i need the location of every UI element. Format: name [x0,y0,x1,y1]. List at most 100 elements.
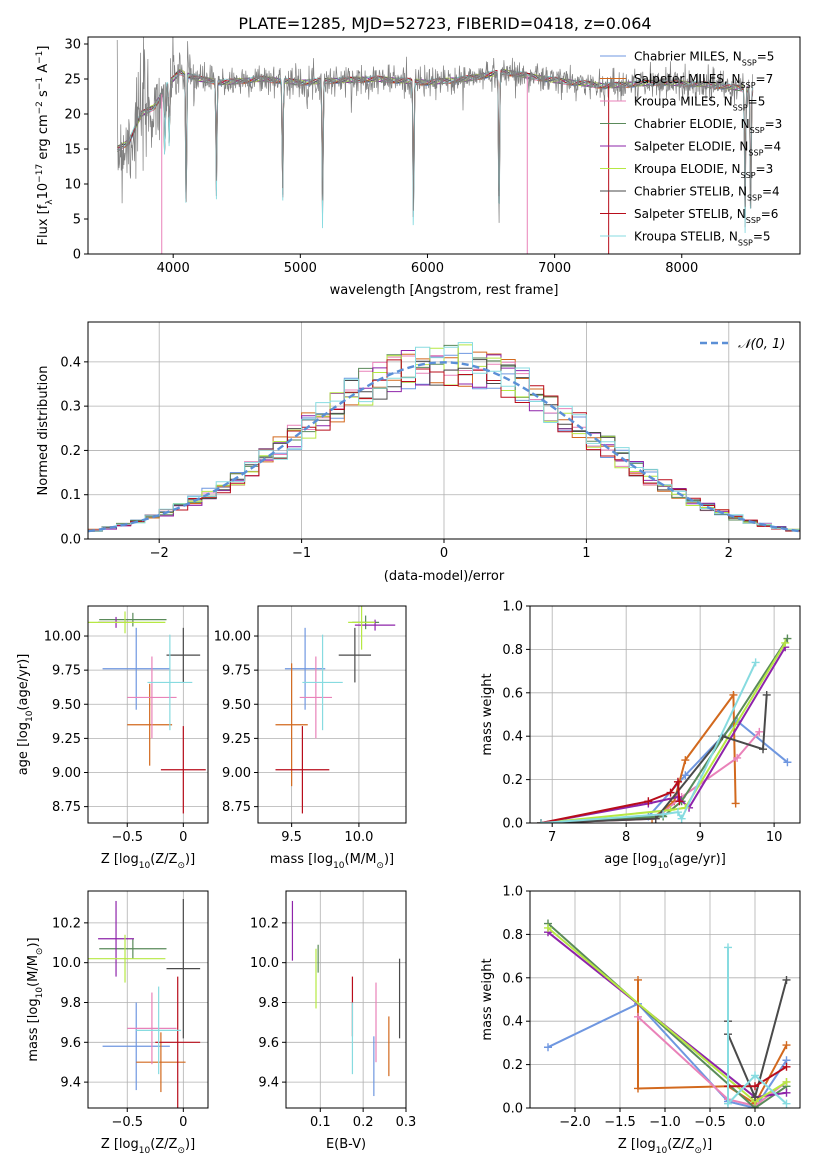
label-part: −1 [35,51,45,64]
x-tick-label: 8 [622,830,630,845]
mass-weight-marker [724,943,732,952]
y-tick-label: 0.2 [60,444,81,459]
mass-weight-marker [681,756,690,765]
x-tick-label: −1.5 [604,1115,636,1130]
legend-value: =7 [756,72,774,86]
mass-weight-marker [782,1088,791,1097]
y-tick-label: 9.6 [60,1036,81,1051]
legend-entry: 𝒩(0, 1) [738,337,785,352]
y-tick-label: 1.0 [502,600,523,615]
legend-entry: Chabrier ELODIE, NSSP=3 [634,117,782,135]
y-axis-label: Flux [fλ10−17 erg cm−2 s−1 A−1] [35,46,55,246]
label-part: 10 [656,1146,668,1156]
mass-weight-marker [681,771,690,780]
x-axis-label: Z [log10(Z/Z⊙)] [618,1137,712,1156]
x-tick-label: 0 [179,1115,187,1130]
y-tick-label: 0.0 [60,533,81,548]
residual-histogram [88,359,800,532]
mass-weight-marker [731,799,740,808]
legend-entry: Salpeter STELIB, NSSP=6 [634,207,778,225]
x-axis-label: age [log10(age/yr)] [604,852,726,871]
mass-weight-marker [782,1077,791,1086]
x-tick-label: −1 [292,546,311,561]
label-part: ⊙ [694,1146,702,1156]
x-tick-label: 0.2 [353,1115,374,1130]
legend-value: =4 [762,185,780,199]
label-part: (M/M [345,852,377,867]
label-part: age [log [604,852,657,867]
x-tick-label: −0.5 [111,1115,143,1130]
x-tick-label: −1.0 [649,1115,681,1130]
legend-value: =5 [748,95,766,109]
label-part: −17 [35,164,45,183]
legend-sub: SSP [747,193,762,202]
legend-text: Salpeter ELODIE, N [634,140,748,154]
model-spectrum-line [116,71,754,202]
x-tick-label: 8000 [665,261,698,276]
mass-weight-marker [651,814,660,823]
mass-weight-marker [782,1041,791,1050]
x-tick-label: −0.5 [694,1115,726,1130]
label-part: 10 [36,183,51,200]
legend-sub: SSP [733,103,748,112]
axes-frame [257,605,407,824]
y-tick-label: 0.2 [502,1058,523,1073]
legend-text: Kroupa STELIB, N [634,230,738,244]
plot-area [88,342,800,533]
y-axis-label: mass [log10(M/M⊙)] [26,937,45,1061]
label-part: (Z/Z [667,1137,694,1152]
legend-text: Chabrier MILES, N [634,50,742,64]
label-part: )] [26,937,41,947]
y-tick-label: 10.00 [214,630,251,645]
mass-weight-marker [783,758,792,767]
mass-weight-marker [755,727,764,736]
mass-weight-marker [644,797,653,806]
label-part: 10 [657,861,669,871]
axes-frame [87,890,209,1109]
plot-area [88,611,206,814]
label-part: mass [log [26,998,41,1061]
panel-age_vs_mass: 9.5 10.0 8.75 9.00 9.25 9.50 9.75 10.00 mass [lo… [214,605,407,871]
label-part: s [36,90,51,101]
axes-root: 4000 5000 6000 7000 8000051015202530waveleng… [16,36,801,1156]
x-tick-label: 0 [179,830,187,845]
x-tick-label: 10.0 [344,830,373,845]
mass-weight-line [727,979,788,1101]
y-tick-label: 10.2 [52,916,81,931]
legend-entry: Chabrier STELIB, NSSP=4 [634,185,780,203]
y-tick-label: 8.75 [52,800,81,815]
x-axis-label: (data-model)/error [384,569,505,584]
legend-value: =3 [765,117,783,131]
y-tick-label: 9.25 [52,732,81,747]
y-tick-label: 0.6 [502,686,523,701]
mass-weight-marker [673,808,682,817]
x-tick-label: 7000 [538,261,571,276]
y-tick-label: 9.75 [52,664,81,679]
label-part: A [36,64,51,77]
mass-weight-marker [724,1099,732,1108]
label-part: (age/yr)] [669,852,726,867]
x-tick-label: 9.5 [281,830,302,845]
axes-frame [87,605,209,824]
legend-value: =3 [756,162,774,176]
plot-area [537,634,792,823]
label-part: 10 [139,1146,151,1156]
plot-area [275,606,396,814]
y-axis-label: Normed distribution [36,366,51,496]
label-part: (Z/Z [150,852,177,867]
y-tick-label: 0.0 [502,1102,523,1117]
x-tick-label: 0 [440,546,448,561]
legend-entry: Salpeter ELODIE, NSSP=4 [634,140,781,158]
y-tick-label: 10.0 [52,956,81,971]
legend-sub: SSP [741,171,756,180]
label-part: ] [36,46,51,51]
mass-weight-marker [759,745,768,754]
y-tick-label: 9.00 [52,766,81,781]
y-tick-label: 8.75 [222,800,251,815]
label-part: )] [185,1137,195,1152]
y-tick-label: 10.0 [250,956,279,971]
y-tick-label: 0 [73,248,81,263]
x-tick-label: 4000 [157,261,190,276]
